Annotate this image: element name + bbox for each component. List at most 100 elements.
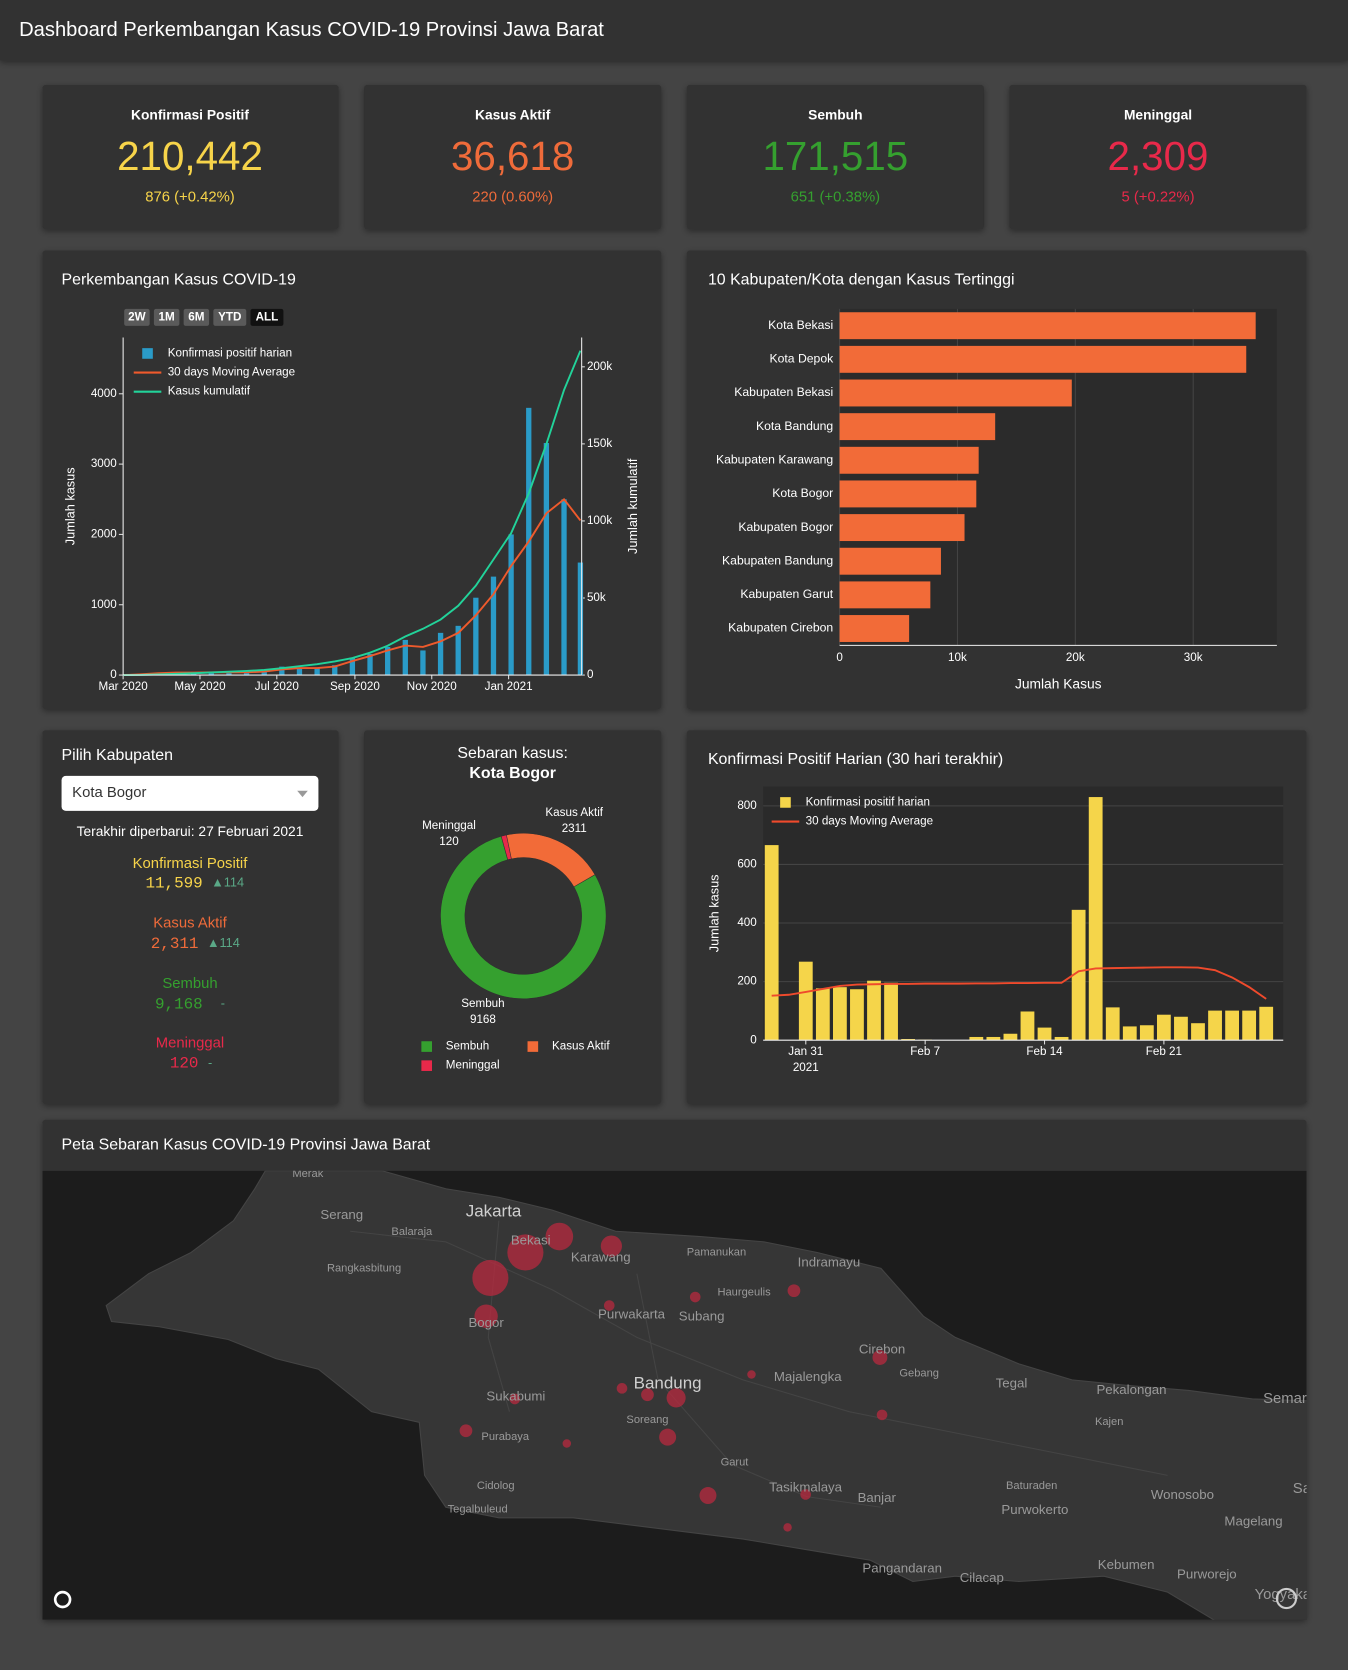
bar (243, 672, 250, 676)
legend-marker (421, 1060, 432, 1071)
y-tick-label: 2000 (91, 528, 117, 541)
stat-value: 120 (170, 1055, 199, 1073)
bar (969, 1036, 984, 1041)
cards: Konfirmasi Positif 210,442 876 (+0.42%) … (42, 84, 1307, 230)
bar (839, 379, 1072, 407)
bar (839, 345, 1247, 373)
range-button[interactable]: 1M (153, 308, 180, 326)
y-tick-label: 0 (110, 668, 117, 681)
card-change: 651 (+0.38%) (791, 189, 881, 205)
bar (839, 514, 965, 542)
stat-change: ▲114 (207, 935, 240, 950)
slice-value: 9168 (470, 1013, 496, 1026)
bar (1071, 909, 1086, 1041)
y-axis-label: Jumlah kasus (707, 874, 722, 952)
pie-slice (440, 835, 607, 1000)
map-place-label: Cidolog (477, 1480, 515, 1492)
map-info[interactable] (1275, 1587, 1298, 1610)
map-marker (641, 1388, 654, 1402)
range-button-bg[interactable] (250, 308, 284, 326)
range-button-label[interactable]: 2W (128, 310, 145, 323)
bar (884, 982, 898, 1041)
y2-tick-label: 200k (587, 360, 612, 373)
bar (473, 597, 479, 676)
dropdown-arrow[interactable] (297, 790, 308, 798)
legend-label: Konfirmasi positif harian (806, 796, 930, 809)
map-place-label: Balaraja (391, 1226, 433, 1238)
y-tick-label: 400 (737, 916, 757, 929)
card-value: 2,309 (1108, 133, 1209, 179)
map-place-label: Bandung (634, 1374, 702, 1393)
y2-tick-label: 150k (587, 437, 612, 450)
map-place-label: Cirebon (859, 1342, 905, 1357)
range-button-bg[interactable] (213, 308, 247, 326)
map-place-label: Serang (320, 1207, 363, 1222)
updated-text: Terakhir diperbarui: 27 Februari 2021 (77, 824, 304, 839)
dropdown-value[interactable]: Kota Bogor (72, 785, 146, 801)
category-label: Kota Bekasi (768, 318, 833, 332)
x-tick-label: Mar 2020 (98, 680, 148, 693)
map-place-label: Indramayu (798, 1255, 861, 1270)
slice-value: 120 (439, 835, 459, 848)
range-button[interactable]: 6M (183, 308, 210, 326)
map-marker (562, 1439, 572, 1448)
x-tick-label: 30k (1184, 651, 1203, 664)
chart-title: Konfirmasi Positif Harian (30 hari terak… (708, 751, 1003, 768)
stat-label: Meninggal (156, 1035, 225, 1051)
legend-marker (421, 1041, 432, 1052)
chart-title: Sebaran kasus: (457, 745, 568, 762)
range-button[interactable]: 2W (124, 308, 150, 326)
map-place-label: Haurgeulis (717, 1287, 771, 1299)
category-label: Kabupaten Bandung (722, 553, 833, 567)
bar (1003, 1033, 1018, 1041)
legend-label: Konfirmasi positif harian (168, 347, 292, 360)
map-place-label: Purabaya (481, 1431, 529, 1443)
range-button-label[interactable]: ALL (256, 310, 279, 323)
map-place-label: Garut (721, 1457, 750, 1469)
map-marker (474, 1304, 498, 1328)
range-button-label[interactable]: 6M (188, 310, 204, 323)
bar (314, 668, 320, 676)
range-button-bg[interactable] (124, 308, 150, 326)
dropdown[interactable] (61, 775, 319, 811)
map-place-label: Kajen (1095, 1416, 1123, 1428)
category-label: Kabupaten Garut (740, 587, 833, 601)
bar (226, 672, 232, 676)
map-place-label: Magelang (1224, 1514, 1282, 1529)
bar (332, 665, 338, 676)
range-button-label[interactable]: 1M (159, 310, 175, 323)
map-place-label: Tegalbuleud (448, 1503, 508, 1515)
range-button[interactable]: YTD (213, 308, 247, 326)
bar (867, 980, 881, 1041)
map-place-label: Semarang (1263, 1391, 1332, 1407)
bar (839, 581, 931, 609)
range-button[interactable]: ALL (250, 308, 284, 326)
y2-tick-label: 50k (587, 591, 606, 604)
panel (42, 730, 339, 1104)
bar (420, 650, 426, 676)
x-tick-label: Sep 2020 (330, 680, 380, 693)
range-button-bg[interactable] (153, 308, 180, 326)
map-logo (53, 1590, 72, 1609)
stat-label: Sembuh (162, 976, 217, 992)
range-button-label[interactable]: YTD (218, 310, 241, 323)
map-roads (350, 1220, 1168, 1508)
bar (1020, 1011, 1035, 1041)
bar (798, 961, 813, 1041)
legend-marker (780, 797, 791, 808)
y-tick-label: 1000 (91, 598, 117, 611)
stat-label: Konfirmasi Positif (133, 856, 249, 872)
y-tick-label: 800 (737, 799, 757, 812)
bar (764, 845, 779, 1041)
x-tick-label: Jan 31 (788, 1045, 823, 1058)
slice-label: Kasus Aktif (545, 806, 603, 819)
bar (490, 576, 497, 676)
map-place-label: Baturaden (1006, 1480, 1057, 1492)
y-tick-label: 600 (737, 858, 757, 871)
plot-area (763, 786, 1284, 1041)
map-title: Peta Sebaran Kasus COVID-19 Provinsi Jaw… (62, 1136, 431, 1153)
range-button-bg[interactable] (183, 308, 210, 326)
slice-label: Sembuh (461, 997, 504, 1010)
bar (1139, 1025, 1154, 1041)
